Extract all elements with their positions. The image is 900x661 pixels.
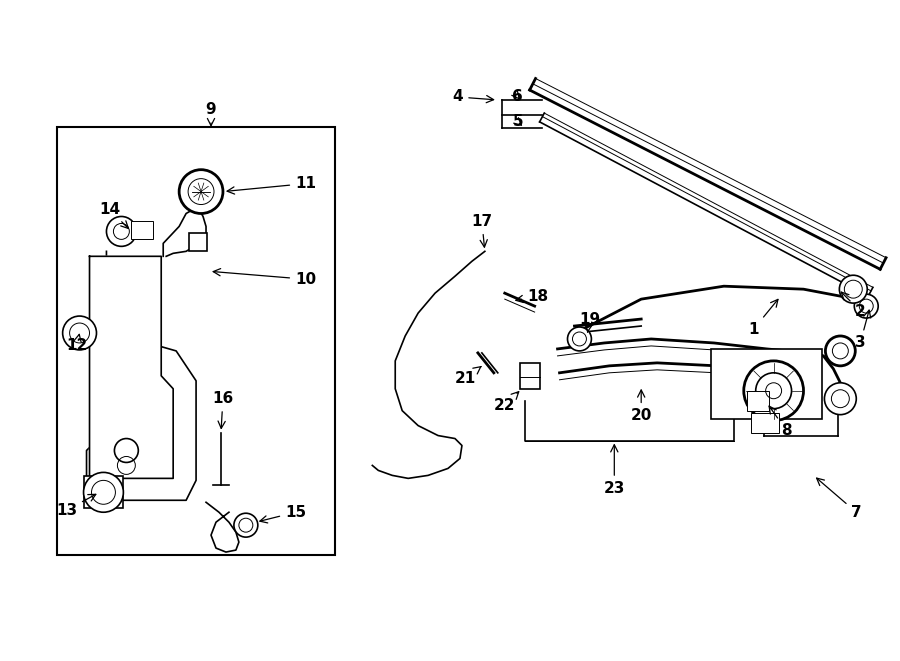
Bar <box>747 391 769 410</box>
Text: 12: 12 <box>66 334 87 354</box>
Polygon shape <box>163 210 206 256</box>
Text: 3: 3 <box>855 310 870 350</box>
Text: 22: 22 <box>494 392 518 413</box>
Circle shape <box>824 383 856 414</box>
Bar <box>189 233 207 251</box>
Text: 18: 18 <box>516 289 548 303</box>
Circle shape <box>825 336 855 366</box>
Text: 19: 19 <box>579 311 600 332</box>
Circle shape <box>568 327 591 351</box>
Bar <box>84 477 123 508</box>
Text: 4: 4 <box>453 89 493 104</box>
Circle shape <box>63 316 96 350</box>
Text: 15: 15 <box>260 505 306 523</box>
Circle shape <box>106 217 136 247</box>
Text: 1: 1 <box>749 299 778 336</box>
Bar <box>519 363 540 389</box>
Circle shape <box>179 170 223 214</box>
Text: 8: 8 <box>770 406 792 438</box>
Text: 9: 9 <box>206 102 216 126</box>
Text: 10: 10 <box>213 268 316 287</box>
Text: 21: 21 <box>454 367 481 386</box>
Bar <box>131 221 153 239</box>
Text: 20: 20 <box>631 390 652 423</box>
Bar <box>751 412 778 432</box>
Circle shape <box>743 361 804 420</box>
Circle shape <box>844 280 862 298</box>
Circle shape <box>840 275 868 303</box>
Text: 23: 23 <box>604 445 625 496</box>
Polygon shape <box>89 256 173 479</box>
Polygon shape <box>86 251 196 500</box>
Bar <box>711 349 823 418</box>
Text: 7: 7 <box>816 478 861 520</box>
Text: 16: 16 <box>212 391 234 428</box>
Text: 6: 6 <box>512 89 523 104</box>
Text: 13: 13 <box>56 494 95 518</box>
Circle shape <box>854 294 878 318</box>
Bar <box>57 127 336 555</box>
Circle shape <box>860 299 873 313</box>
Text: 11: 11 <box>227 176 316 194</box>
Circle shape <box>234 513 257 537</box>
Circle shape <box>84 473 123 512</box>
Text: 17: 17 <box>472 214 492 247</box>
Text: 2: 2 <box>842 292 866 319</box>
Text: 5: 5 <box>512 114 523 130</box>
Text: 14: 14 <box>99 202 129 229</box>
